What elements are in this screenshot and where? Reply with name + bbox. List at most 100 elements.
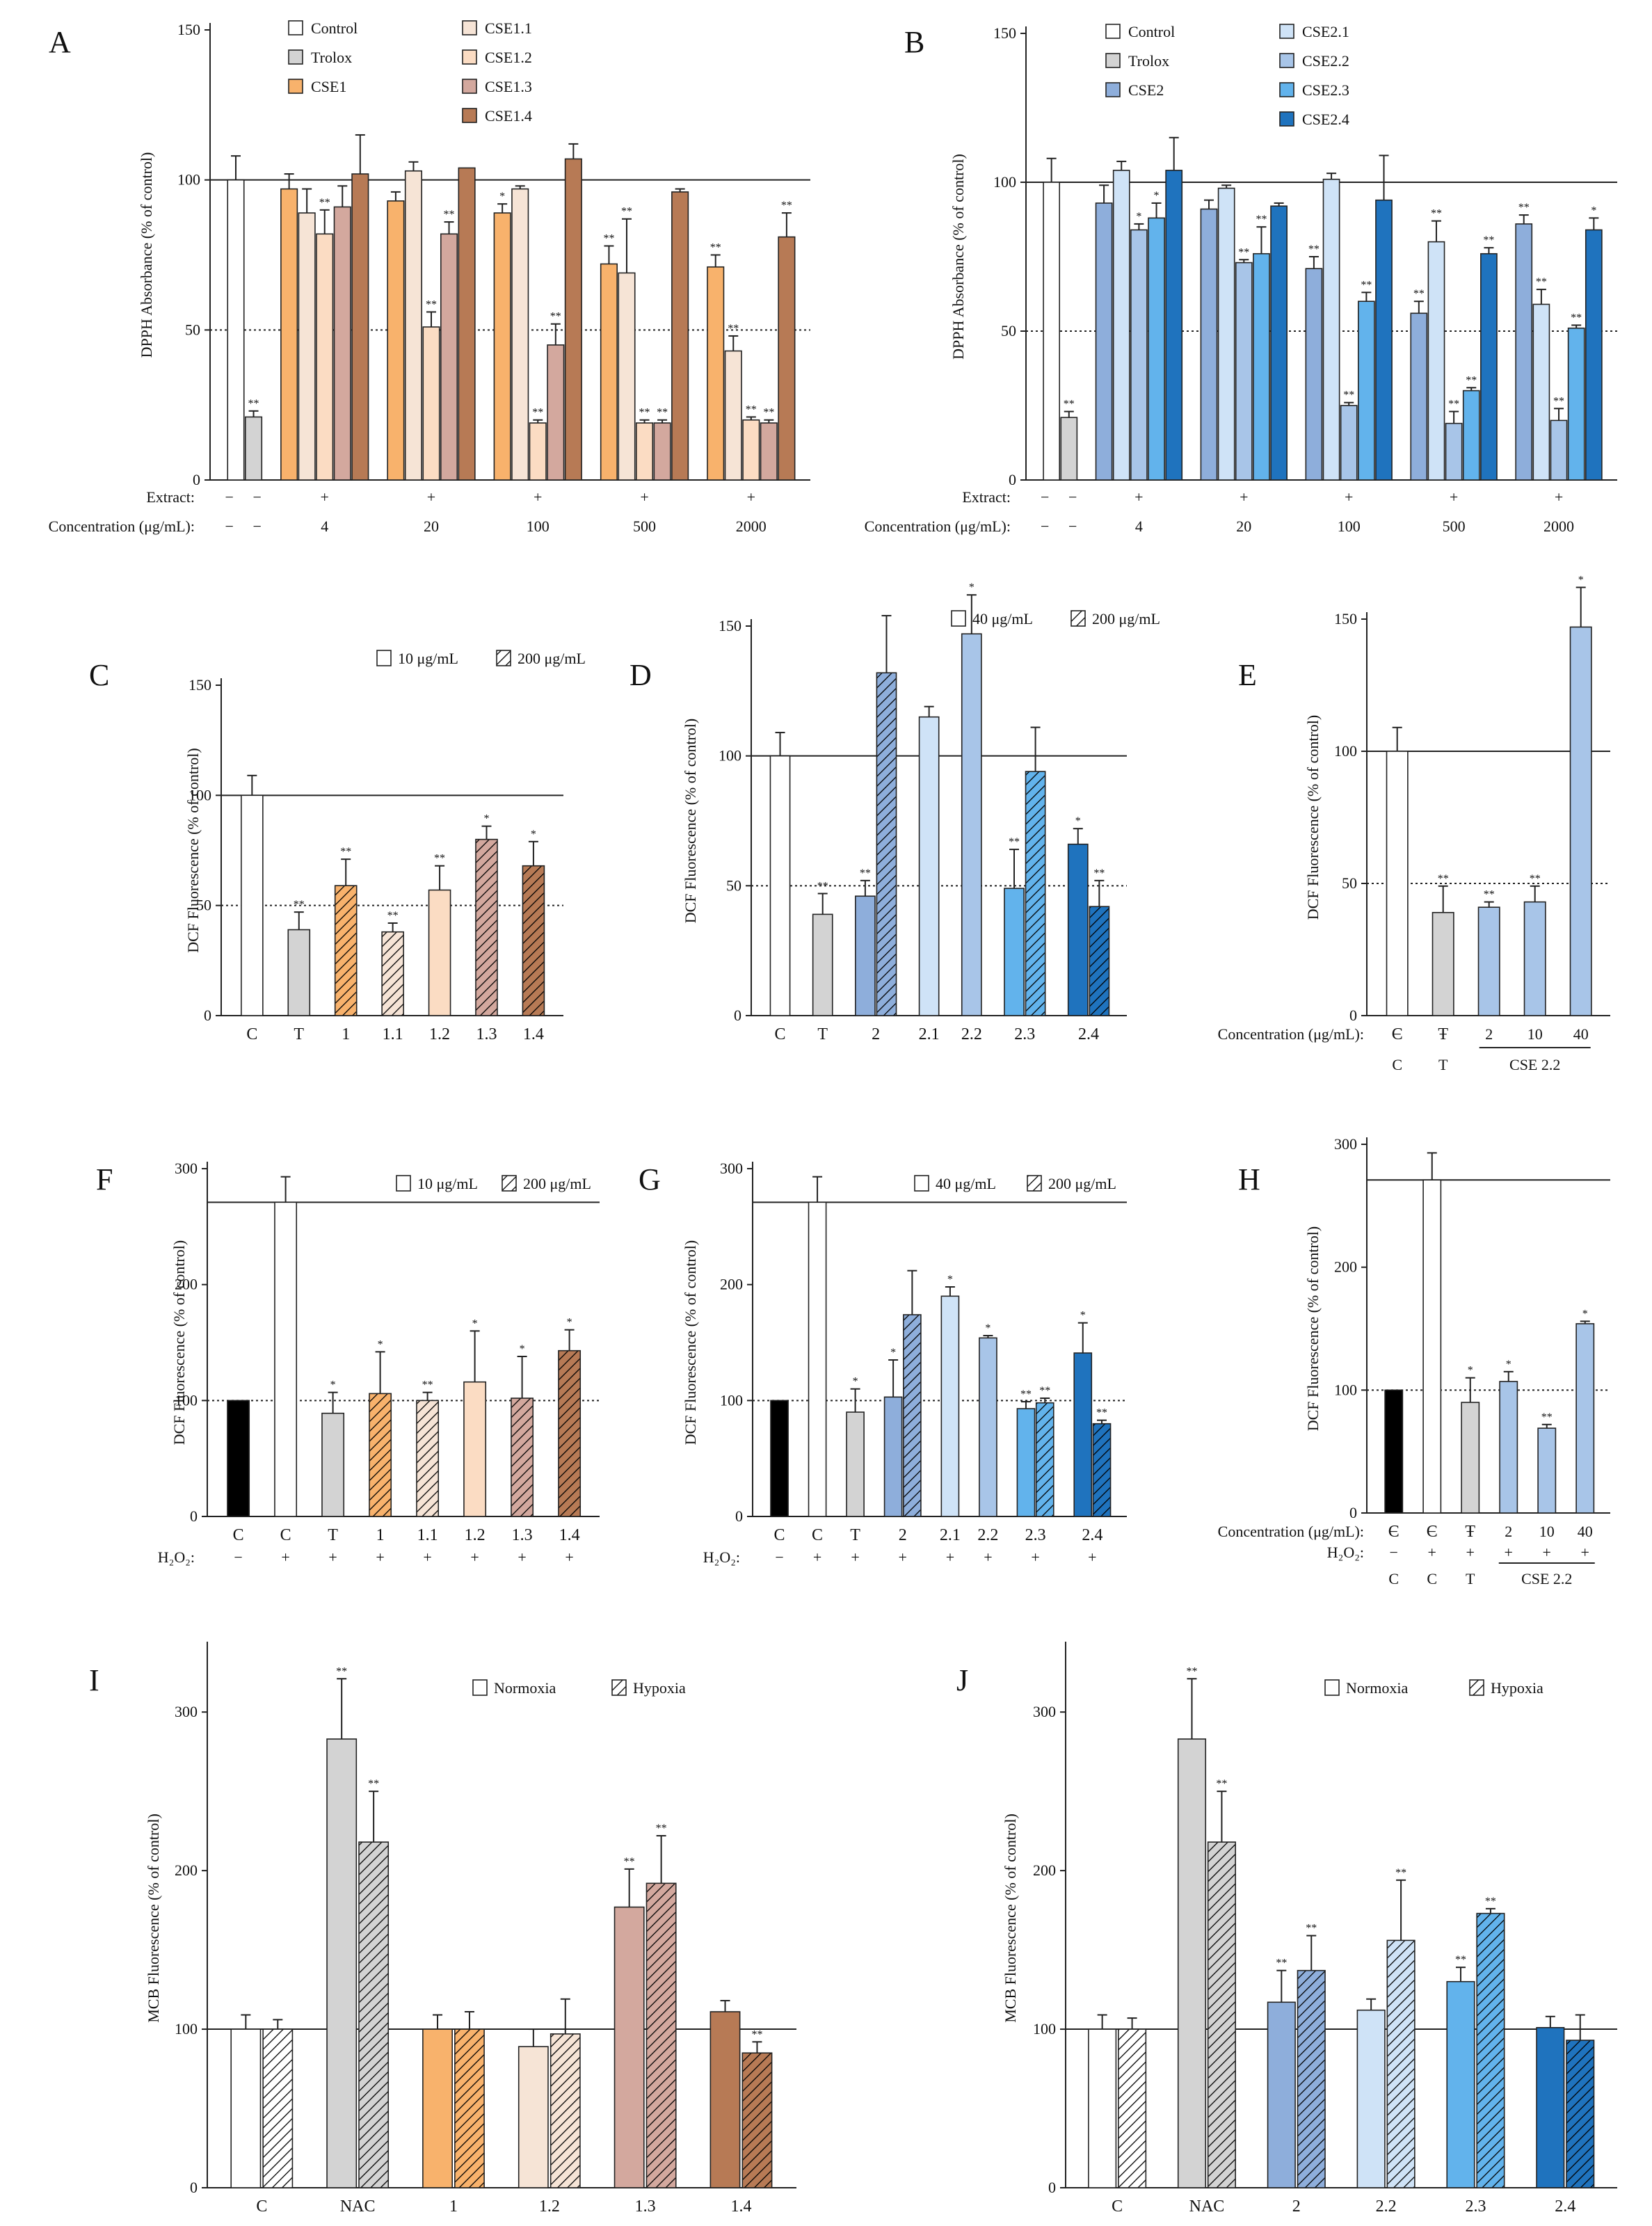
significance-mark: ** <box>1431 208 1442 220</box>
significance-mark: ** <box>1413 288 1425 300</box>
panel-letter: G <box>639 1162 661 1196</box>
y-tick-label: 100 <box>719 747 741 764</box>
bar <box>846 1411 865 1517</box>
x-tick-label: T <box>817 1025 828 1043</box>
bar <box>440 233 458 481</box>
row-value: + <box>1428 1544 1436 1561</box>
x-tick-label: 1.1 <box>417 1526 438 1544</box>
row-value: + <box>470 1548 479 1566</box>
row-value: + <box>328 1548 337 1566</box>
x-tick-label: 2 <box>872 1025 880 1043</box>
y-tick-label: 150 <box>177 21 200 38</box>
significance-mark: ** <box>1483 234 1494 246</box>
row-value: + <box>899 1548 907 1566</box>
bar <box>940 1295 960 1517</box>
bar <box>387 200 405 481</box>
row-value: 2000 <box>736 518 767 535</box>
bar <box>671 191 689 481</box>
legend-label: 10 μg/mL <box>398 650 458 667</box>
x-tick-label: 1 <box>342 1025 350 1043</box>
row-value: − <box>775 1548 783 1566</box>
significance-mark: ** <box>1039 1385 1050 1397</box>
row-value: + <box>1240 488 1248 506</box>
panel-e: E 0 50 100 150 DCF Fluorescence (% of control… <box>1218 574 1610 1073</box>
panel-d: D 0 50 100 150 DCF Fluorescence (% of control… <box>629 582 1160 1043</box>
row-value: + <box>851 1548 859 1566</box>
legend-swatch <box>376 650 392 666</box>
row-value: + <box>984 1548 992 1566</box>
y-axis-label: DCF Fluorescence (% of control) <box>1304 1226 1322 1431</box>
y-tick-label: 50 <box>196 897 211 914</box>
x-tick-label: C <box>775 1025 786 1043</box>
bar <box>1130 229 1148 481</box>
row-value: − <box>1068 518 1077 535</box>
x-tick-label: 1.2 <box>465 1526 486 1544</box>
bracket-label: CSE 2.2 <box>1509 1056 1560 1073</box>
legend-swatch <box>288 79 303 94</box>
bar <box>1067 843 1089 1016</box>
legend-swatch <box>611 1679 627 1696</box>
bar <box>741 2052 773 2188</box>
bar <box>351 173 369 481</box>
row-value: − <box>1393 1025 1401 1043</box>
bar <box>1340 405 1358 481</box>
bar <box>1177 1738 1207 2188</box>
bar <box>321 1412 345 1517</box>
bar <box>1043 182 1061 481</box>
significance-mark: ** <box>426 298 437 310</box>
bar <box>1536 2026 1565 2188</box>
legend: Normoxia Hypoxia <box>472 1679 686 1697</box>
row-value: − <box>225 518 234 535</box>
x-tick-label: 1.4 <box>730 2197 751 2216</box>
row-value: + <box>1466 1544 1475 1561</box>
legend-swatch <box>462 49 477 65</box>
bar <box>1235 262 1253 481</box>
panel-letter: I <box>89 1663 99 1697</box>
significance-mark: ** <box>336 1665 347 1677</box>
x-tick-label: NAC <box>340 2197 376 2216</box>
x-tick-label: T <box>1465 1523 1475 1541</box>
panel-g: G 0 100 200 300 DCF Fluorescence (% of contro… <box>639 1160 1127 1566</box>
bracket-label: CSE 2.2 <box>1521 1570 1572 1587</box>
significance-mark: ** <box>422 1379 433 1391</box>
significance-mark: * <box>969 582 975 593</box>
bar <box>1088 2028 1117 2188</box>
bar <box>280 188 298 481</box>
panel-c: C 0 50 100 150 DCF Fluorescence (% of control… <box>89 650 586 1043</box>
legend-label: 40 μg/mL <box>936 1175 996 1192</box>
bar <box>475 838 498 1016</box>
row-value: + <box>321 488 329 506</box>
bar <box>1270 205 1288 481</box>
y-tick-label: 50 <box>1342 874 1357 892</box>
legend-swatch <box>502 1175 517 1192</box>
significance-mark: ** <box>340 846 351 858</box>
bar <box>422 2028 453 2188</box>
significance-mark: * <box>947 1274 953 1286</box>
y-axis-label: DPPH Absorbance (% of control) <box>949 154 967 360</box>
bar <box>1550 419 1568 481</box>
significance-mark: ** <box>1216 1778 1227 1790</box>
significance-mark: ** <box>763 407 774 419</box>
bar <box>1422 1179 1442 1514</box>
bar <box>1297 1969 1326 2188</box>
bar <box>600 263 618 481</box>
significance-mark: * <box>853 1376 858 1388</box>
row-value: + <box>423 1548 431 1566</box>
bar <box>1112 170 1130 481</box>
y-tick-label: 0 <box>190 1507 198 1525</box>
row-value: 500 <box>1443 518 1466 535</box>
significance-mark: ** <box>434 853 445 865</box>
x-tick-label: C <box>1427 1523 1438 1541</box>
significance-mark: ** <box>1484 889 1495 901</box>
panel-h: H 0 100 200 300 DCF Fluorescence (% of contro… <box>1218 1135 1610 1587</box>
bar <box>1267 2001 1296 2188</box>
bar <box>333 206 351 481</box>
legend-label: CSE1.3 <box>485 78 532 95</box>
y-tick-label: 50 <box>726 876 741 894</box>
bar <box>511 1398 534 1517</box>
bar <box>1386 751 1409 1016</box>
bar <box>381 931 404 1016</box>
x-tick-label: 1.4 <box>559 1526 580 1544</box>
x-tick-label: T <box>328 1526 338 1544</box>
row-value: − <box>253 518 262 535</box>
